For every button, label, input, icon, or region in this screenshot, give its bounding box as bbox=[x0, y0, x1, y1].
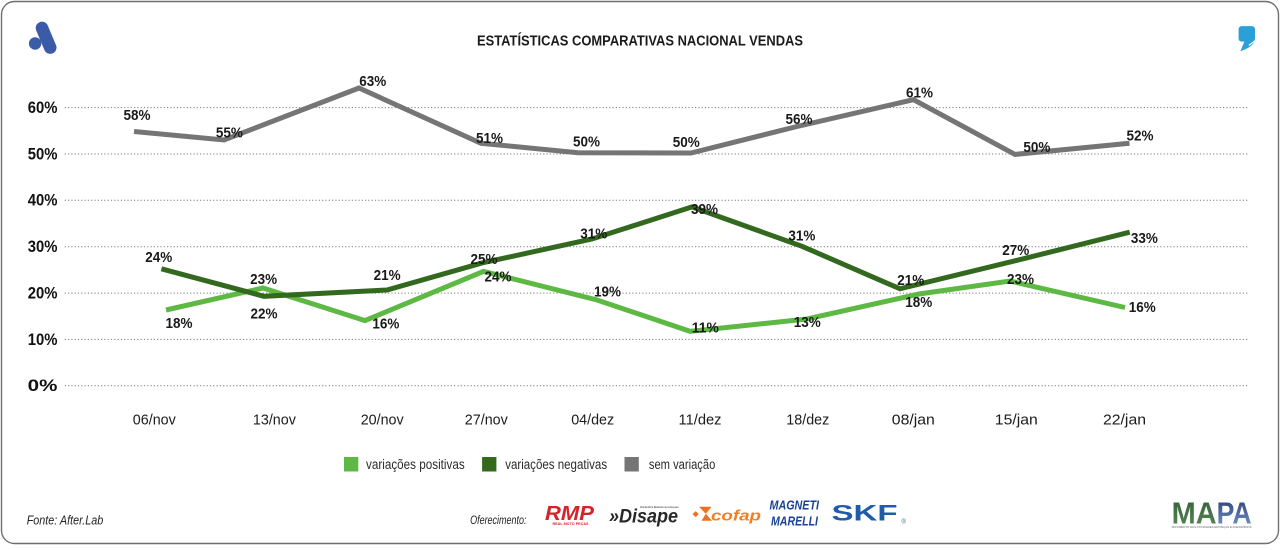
svg-text:16%: 16% bbox=[1129, 299, 1156, 316]
svg-text:11/dez: 11/dez bbox=[679, 412, 722, 429]
svg-text:27/nov: 27/nov bbox=[465, 412, 508, 429]
svg-text:0%: 0% bbox=[28, 376, 58, 395]
svg-text:PA: PA bbox=[1217, 495, 1252, 530]
svg-text:23%: 23% bbox=[250, 271, 277, 288]
svg-text:50%: 50% bbox=[573, 133, 600, 150]
svg-text:variações positivas: variações positivas bbox=[366, 457, 465, 472]
svg-text:50%: 50% bbox=[1023, 139, 1050, 156]
svg-text:Fonte: After.Lab: Fonte: After.Lab bbox=[27, 513, 104, 528]
svg-text:31%: 31% bbox=[580, 226, 607, 243]
svg-text:11%: 11% bbox=[692, 320, 719, 337]
svg-text:21%: 21% bbox=[897, 272, 924, 289]
svg-text:16%: 16% bbox=[372, 316, 399, 333]
svg-text:40%: 40% bbox=[28, 191, 58, 210]
svg-text:51%: 51% bbox=[476, 130, 503, 147]
svg-text:61%: 61% bbox=[906, 84, 933, 101]
svg-text:24%: 24% bbox=[485, 269, 512, 286]
svg-text:27%: 27% bbox=[1002, 242, 1029, 259]
svg-text:33%: 33% bbox=[1131, 230, 1158, 247]
svg-text:MOVIMENTO DAS ATIVIDADES EM PE: MOVIMENTO DAS ATIVIDADES EM PEÇAS E ACES… bbox=[1172, 524, 1252, 529]
svg-text:»Disape: »Disape bbox=[609, 507, 678, 528]
svg-text:23%: 23% bbox=[1007, 271, 1034, 288]
svg-text:31%: 31% bbox=[788, 228, 815, 245]
svg-text:18%: 18% bbox=[905, 294, 932, 311]
svg-text:04/dez: 04/dez bbox=[571, 412, 614, 429]
svg-text:REAL MOTO PEÇAS: REAL MOTO PEÇAS bbox=[553, 522, 590, 526]
svg-text:20/nov: 20/nov bbox=[361, 412, 404, 429]
svg-text:21%: 21% bbox=[374, 267, 401, 284]
svg-text:13/nov: 13/nov bbox=[253, 412, 296, 429]
svg-text:sem variação: sem variação bbox=[649, 457, 715, 472]
svg-text:56%: 56% bbox=[786, 111, 813, 128]
svg-text:Oferecimento:: Oferecimento: bbox=[470, 515, 526, 527]
svg-text:50%: 50% bbox=[28, 144, 58, 163]
svg-text:RMP: RMP bbox=[545, 502, 594, 525]
svg-text:15/jan: 15/jan bbox=[995, 412, 1038, 429]
svg-text:SKF: SKF bbox=[832, 500, 898, 525]
svg-text:®: ® bbox=[902, 519, 907, 526]
svg-text:24%: 24% bbox=[145, 249, 172, 266]
svg-text:52%: 52% bbox=[1127, 128, 1154, 145]
svg-text:63%: 63% bbox=[359, 73, 386, 90]
svg-text:10%: 10% bbox=[28, 330, 58, 349]
svg-text:22%: 22% bbox=[251, 305, 278, 322]
svg-text:variações negativas: variações negativas bbox=[505, 457, 607, 472]
svg-text:06/nov: 06/nov bbox=[133, 412, 176, 429]
svg-text:20%: 20% bbox=[28, 283, 58, 302]
svg-text:cofap: cofap bbox=[711, 508, 761, 525]
svg-text:Distribuidora Brasileira de Au: Distribuidora Brasileira de Autopeças bbox=[640, 505, 679, 509]
svg-text:58%: 58% bbox=[124, 107, 151, 124]
svg-text:22/jan: 22/jan bbox=[1103, 412, 1146, 429]
svg-text:50%: 50% bbox=[673, 134, 700, 151]
svg-text:18/dez: 18/dez bbox=[786, 412, 829, 429]
svg-text:MA: MA bbox=[1172, 495, 1217, 530]
svg-text:ESTATÍSTICAS COMPARATIVAS NACI: ESTATÍSTICAS COMPARATIVAS NACIONAL VENDA… bbox=[477, 33, 803, 50]
svg-text:18%: 18% bbox=[166, 315, 193, 332]
svg-text:13%: 13% bbox=[794, 314, 821, 331]
svg-text:19%: 19% bbox=[594, 284, 621, 301]
svg-text:30%: 30% bbox=[28, 237, 58, 256]
svg-text:08/jan: 08/jan bbox=[892, 412, 935, 429]
svg-text:60%: 60% bbox=[28, 98, 58, 117]
svg-text:25%: 25% bbox=[471, 251, 498, 268]
svg-text:55%: 55% bbox=[216, 125, 243, 142]
svg-text:MAGNETI: MAGNETI bbox=[770, 498, 820, 513]
svg-text:39%: 39% bbox=[691, 201, 718, 218]
svg-text:MARELLI: MARELLI bbox=[771, 513, 818, 528]
